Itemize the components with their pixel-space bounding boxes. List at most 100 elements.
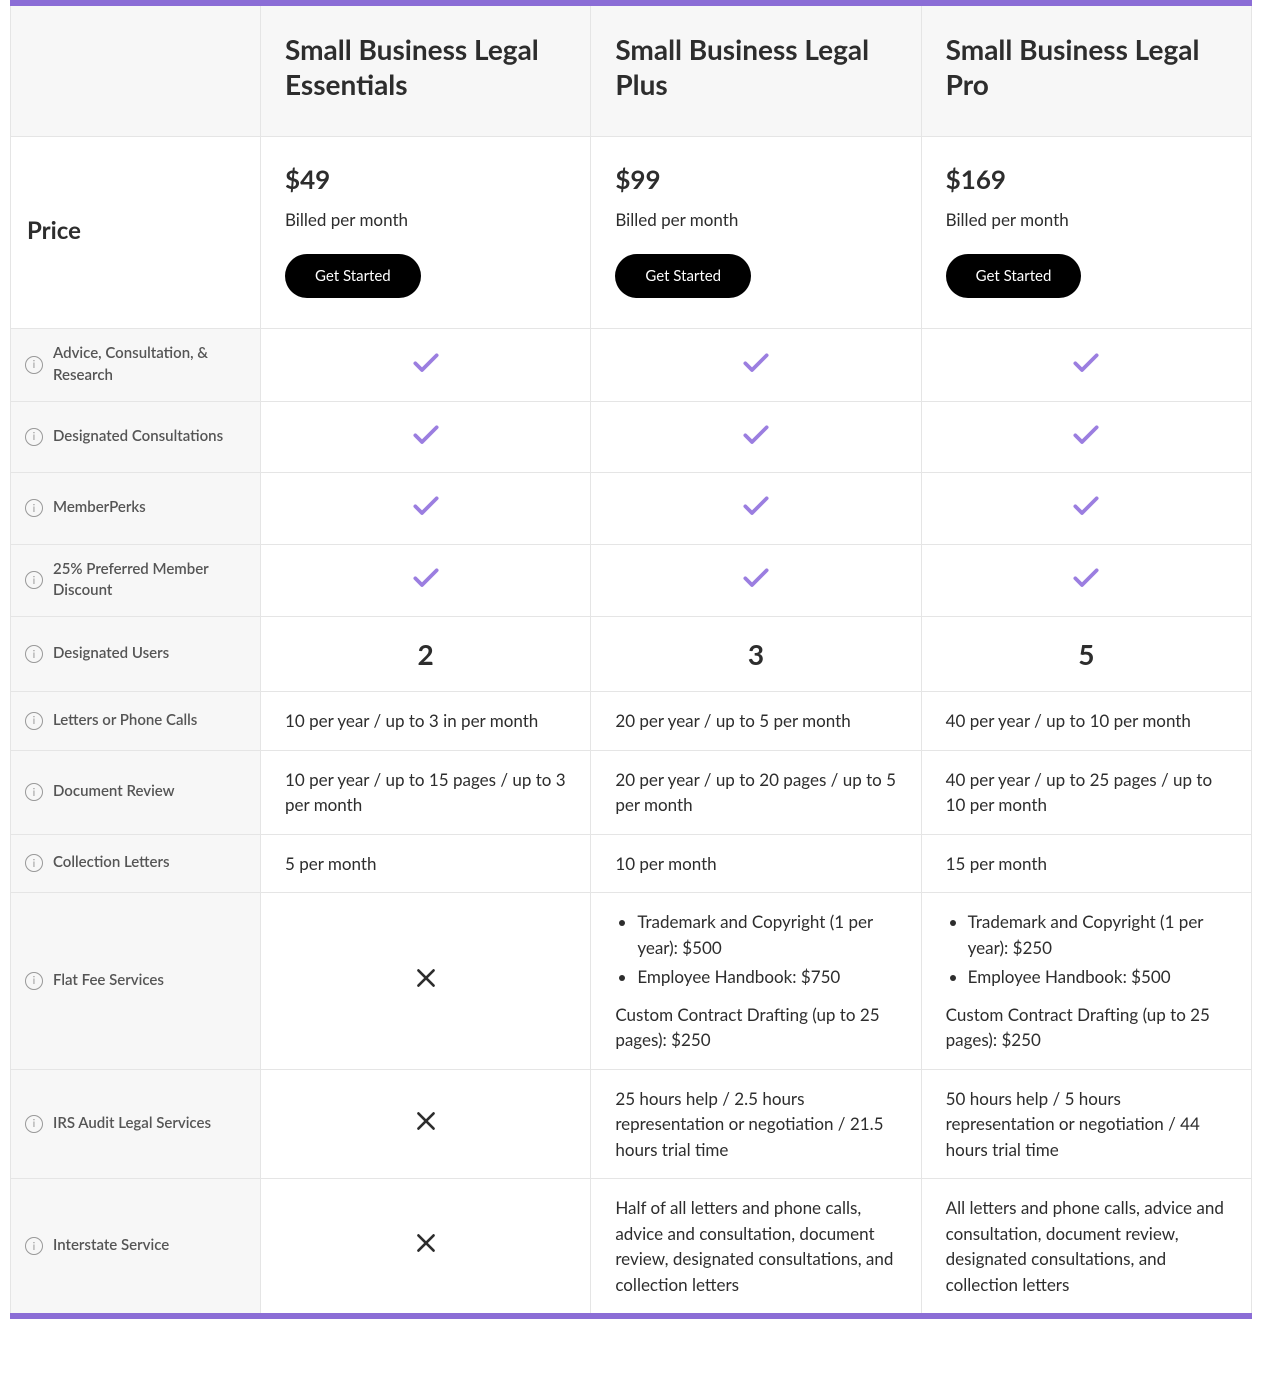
feature-label: Flat Fee Services — [53, 970, 164, 992]
get-started-button[interactable]: Get Started — [946, 254, 1082, 298]
info-icon[interactable]: i — [25, 712, 43, 730]
feature-list-item: Employee Handbook: $500 — [968, 964, 1227, 990]
feature-value-cell: 3 — [591, 617, 921, 692]
feature-row: i 25% Preferred Member Discount — [11, 544, 1252, 617]
feature-label: 25% Preferred Member Discount — [53, 559, 246, 603]
feature-text: 5 per month — [285, 853, 376, 874]
feature-text: All letters and phone calls, advice and … — [946, 1197, 1224, 1295]
plan-price: $169 — [946, 163, 1227, 195]
info-icon[interactable]: i — [25, 854, 43, 872]
check-icon — [1070, 489, 1102, 528]
feature-value-cell — [261, 401, 591, 473]
feature-list: Trademark and Copyright (1 per year): $5… — [615, 909, 896, 990]
check-icon — [740, 561, 772, 600]
plan-price: $49 — [285, 163, 566, 195]
check-icon — [740, 489, 772, 528]
feature-label-cell: i 25% Preferred Member Discount — [11, 544, 261, 617]
get-started-button[interactable]: Get Started — [285, 254, 421, 298]
feature-value-cell — [591, 473, 921, 545]
feature-value-cell — [921, 329, 1251, 402]
feature-text: 10 per year / up to 15 pages / up to 3 p… — [285, 769, 566, 816]
check-icon — [410, 489, 442, 528]
feature-value-cell: Trademark and Copyright (1 per year): $5… — [591, 893, 921, 1070]
feature-value-cell: 50 hours help / 5 hours representation o… — [921, 1069, 1251, 1179]
info-icon[interactable]: i — [25, 356, 43, 374]
info-icon[interactable]: i — [25, 1237, 43, 1255]
plan-billing: Billed per month — [946, 209, 1227, 230]
feature-label: IRS Audit Legal Services — [53, 1113, 211, 1135]
feature-value-cell: All letters and phone calls, advice and … — [921, 1179, 1251, 1317]
feature-label-cell: i Letters or Phone Calls — [11, 692, 261, 751]
info-icon[interactable]: i — [25, 783, 43, 801]
feature-value-cell: Trademark and Copyright (1 per year): $2… — [921, 893, 1251, 1070]
feature-row: i Advice, Consultation, & Research — [11, 329, 1252, 402]
feature-row: i Interstate Service Half of all letters a… — [11, 1179, 1252, 1317]
feature-list-item: Trademark and Copyright (1 per year): $5… — [637, 909, 896, 960]
feature-row: i Designated Users 2 3 5 — [11, 617, 1252, 692]
feature-value-cell — [261, 1179, 591, 1317]
feature-text: 20 per year / up to 20 pages / up to 5 p… — [615, 769, 896, 816]
check-icon — [740, 346, 772, 385]
check-icon — [410, 418, 442, 457]
feature-row: iMemberPerks — [11, 473, 1252, 545]
feature-value-cell: 5 — [921, 617, 1251, 692]
feature-number: 5 — [1078, 637, 1094, 671]
feature-value-cell: 10 per month — [591, 834, 921, 893]
feature-label: Advice, Consultation, & Research — [53, 343, 246, 387]
feature-value-cell — [921, 401, 1251, 473]
feature-label: Document Review — [53, 781, 175, 803]
plan-header: Small Business Legal Plus — [591, 3, 921, 137]
feature-value-cell — [261, 893, 591, 1070]
feature-text: 10 per year / up to 3 in per month — [285, 710, 538, 731]
feature-label: Interstate Service — [53, 1235, 169, 1257]
feature-label: Designated Users — [53, 643, 169, 665]
feature-label-cell: i Interstate Service — [11, 1179, 261, 1317]
price-row: Price $49 Billed per month Get Started $… — [11, 137, 1252, 329]
feature-number: 2 — [418, 637, 434, 671]
feature-value-cell — [591, 401, 921, 473]
get-started-button[interactable]: Get Started — [615, 254, 751, 298]
feature-text: 25 hours help / 2.5 hours representation… — [615, 1088, 883, 1160]
feature-value-cell: 5 per month — [261, 834, 591, 893]
feature-row: i Letters or Phone Calls 10 per year / up … — [11, 692, 1252, 751]
info-icon[interactable]: i — [25, 645, 43, 663]
feature-value-cell — [591, 544, 921, 617]
info-icon[interactable]: i — [25, 428, 43, 446]
feature-list: Trademark and Copyright (1 per year): $2… — [946, 909, 1227, 990]
pricing-comparison-table: Small Business Legal Essentials Small Bu… — [10, 0, 1252, 1319]
feature-label-cell: iMemberPerks — [11, 473, 261, 545]
feature-extra-text: Custom Contract Drafting (up to 25 pages… — [615, 1002, 896, 1053]
cross-icon — [413, 1108, 439, 1141]
info-icon[interactable]: i — [25, 571, 43, 589]
feature-value-cell — [261, 473, 591, 545]
plan-billing: Billed per month — [615, 209, 896, 230]
plan-price: $99 — [615, 163, 896, 195]
feature-value-cell — [261, 329, 591, 402]
feature-value-cell: 25 hours help / 2.5 hours representation… — [591, 1069, 921, 1179]
info-icon[interactable]: i — [25, 499, 43, 517]
price-row-label: Price — [11, 137, 261, 329]
feature-value-cell: 20 per year / up to 20 pages / up to 5 p… — [591, 750, 921, 834]
info-icon[interactable]: i — [25, 1115, 43, 1133]
feature-label-cell: iDesignated Consultations — [11, 401, 261, 473]
feature-text: 40 per year / up to 25 pages / up to 10 … — [946, 769, 1212, 816]
feature-label: Collection Letters — [53, 852, 170, 874]
feature-extra-text: Custom Contract Drafting (up to 25 pages… — [946, 1002, 1227, 1053]
feature-text: 10 per month — [615, 853, 716, 874]
feature-value-cell: Half of all letters and phone calls, adv… — [591, 1179, 921, 1317]
feature-label: Letters or Phone Calls — [53, 710, 197, 732]
check-icon — [740, 418, 772, 457]
info-icon[interactable]: i — [25, 972, 43, 990]
feature-row: i Document Review 10 per year / up to 15 p… — [11, 750, 1252, 834]
feature-row: i Flat Fee Services Trademark and Copyrigh… — [11, 893, 1252, 1070]
feature-label-cell: i Collection Letters — [11, 834, 261, 893]
feature-text: 50 hours help / 5 hours representation o… — [946, 1088, 1200, 1160]
feature-list-item: Trademark and Copyright (1 per year): $2… — [968, 909, 1227, 960]
feature-number: 3 — [748, 637, 764, 671]
feature-label-cell: i Designated Users — [11, 617, 261, 692]
feature-value-cell — [261, 1069, 591, 1179]
feature-label-cell: i Flat Fee Services — [11, 893, 261, 1070]
feature-list-item: Employee Handbook: $750 — [637, 964, 896, 990]
feature-value-cell: 20 per year / up to 5 per month — [591, 692, 921, 751]
check-icon — [410, 346, 442, 385]
